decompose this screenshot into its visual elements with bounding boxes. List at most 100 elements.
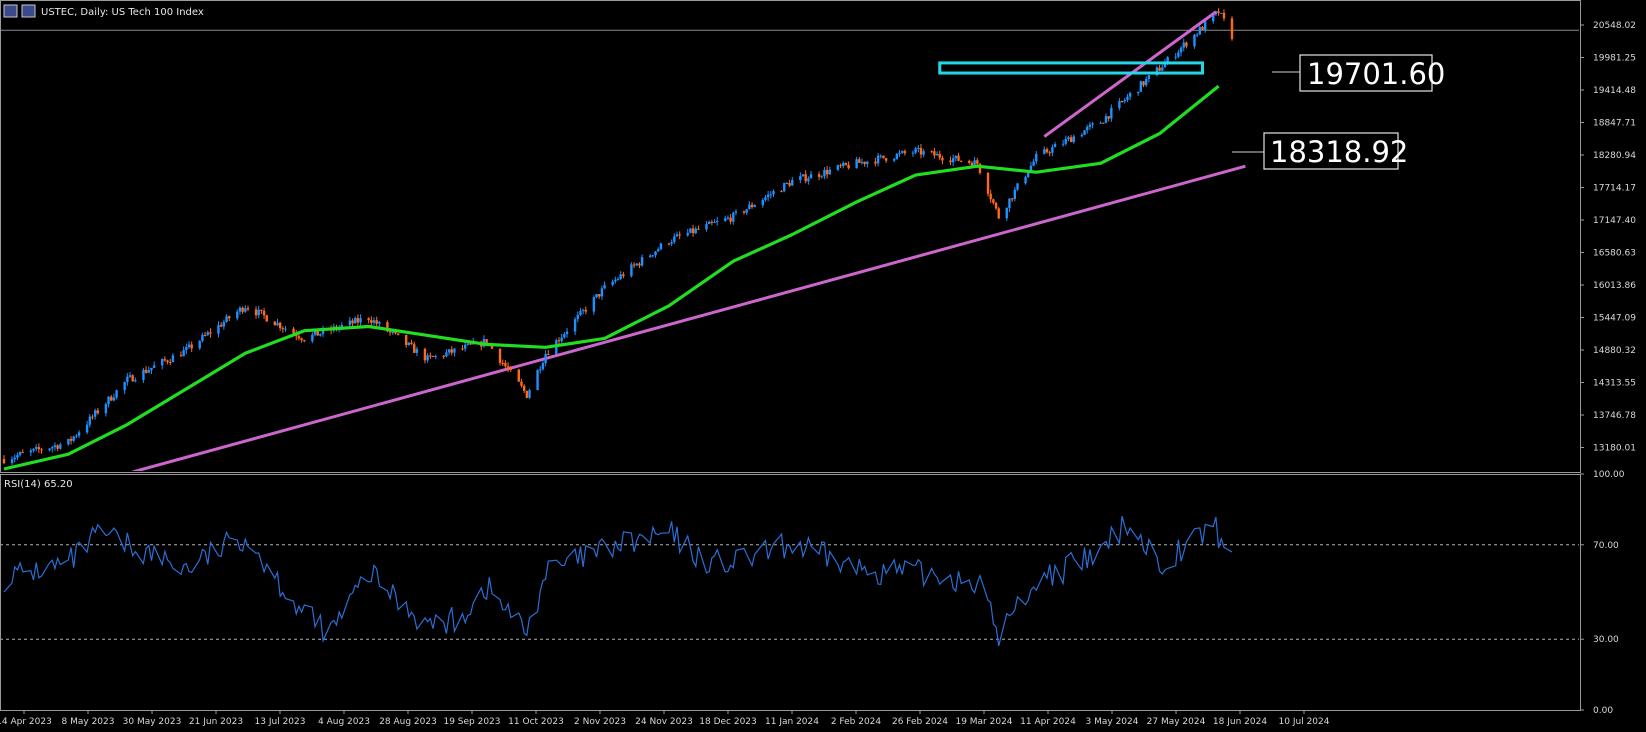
bull-candle	[917, 144, 920, 153]
candle-body	[134, 380, 137, 382]
candle-body	[359, 318, 362, 323]
bull-candle	[581, 308, 585, 315]
candle-body	[34, 447, 38, 449]
bull-candle	[772, 189, 775, 197]
candle-body	[56, 445, 59, 449]
candle-body	[919, 147, 923, 155]
bear-candle	[547, 349, 550, 356]
candle-body	[573, 319, 577, 332]
bull-candle	[187, 341, 191, 349]
candle-body	[219, 324, 223, 327]
candle-body	[528, 390, 531, 398]
candle-body	[1193, 34, 1196, 47]
price-tick-label: 17147.40	[1593, 216, 1636, 226]
bear-candle	[367, 317, 370, 324]
candle-body	[490, 344, 494, 349]
candle-body	[1069, 137, 1073, 143]
candle-body	[766, 194, 770, 198]
candle-body	[442, 355, 445, 357]
candle-body	[431, 356, 435, 358]
bear-candle	[404, 334, 408, 348]
candle-body	[560, 337, 563, 342]
bull-candle	[686, 228, 689, 237]
bear-candle	[246, 305, 250, 312]
candle-body	[614, 279, 617, 282]
bear-candle	[219, 322, 223, 328]
candle-body	[1118, 101, 1121, 109]
rsi-tick-label: 70.00	[1593, 541, 1619, 551]
date-tick-label: 10 Jul 2024	[1279, 717, 1330, 727]
candle-body	[18, 452, 22, 456]
candle-body	[726, 217, 730, 219]
candle-body	[1120, 101, 1124, 103]
candle-body	[914, 148, 917, 153]
candle-body	[404, 334, 408, 345]
bear-candle	[949, 156, 952, 165]
bull-candle	[898, 149, 901, 157]
rsi-plot	[1, 515, 1579, 647]
bull-candle	[152, 361, 156, 369]
candle-body	[206, 332, 209, 336]
candle-body	[1203, 21, 1207, 30]
date-tick-label: 21 Jun 2023	[189, 717, 243, 727]
candle-body	[1027, 172, 1030, 178]
bull-candle	[879, 154, 882, 159]
bull-candle	[1126, 93, 1129, 103]
date-tick-label: 28 Aug 2023	[379, 717, 437, 727]
candle-body	[1102, 122, 1105, 124]
candle-body	[1061, 143, 1065, 145]
bull-candle	[445, 349, 448, 358]
candle-body	[536, 369, 539, 391]
date-tick-label: 13 Jul 2023	[255, 717, 306, 727]
bear-candle	[863, 161, 866, 167]
candle-body	[772, 191, 775, 195]
bull-candle	[600, 285, 604, 300]
bull-candle	[359, 314, 362, 326]
candle-body	[1198, 26, 1202, 35]
header-icons[interactable]	[3, 4, 36, 18]
bear-candle	[525, 390, 529, 399]
bull-candle	[1032, 158, 1035, 167]
candle-body	[354, 318, 357, 324]
candle-body	[764, 197, 767, 200]
bear-candle	[522, 384, 526, 393]
bull-candle	[77, 430, 81, 439]
bear-candle	[96, 407, 100, 415]
candle-body	[678, 234, 681, 236]
candle-body	[246, 308, 250, 310]
candle-body	[598, 294, 601, 297]
bull-candle	[745, 208, 748, 216]
candle-body	[579, 310, 582, 315]
candle-body	[1083, 130, 1086, 135]
candle-body	[761, 199, 764, 206]
bull-candle	[659, 242, 663, 251]
candle-body	[16, 455, 19, 458]
bull-candle	[107, 396, 110, 408]
candle-body	[1080, 134, 1084, 137]
candle-body	[67, 438, 70, 445]
bear-candle	[110, 394, 113, 402]
date-tick-label: 19 Mar 2024	[955, 717, 1012, 727]
candle-body	[769, 194, 773, 196]
candle-body	[957, 155, 960, 161]
candle-body	[88, 416, 91, 425]
candle-body	[236, 311, 239, 319]
price-tick-label: 14880.32	[1593, 346, 1636, 356]
bear-candle	[431, 355, 435, 358]
candle-body	[547, 354, 550, 356]
bull-candle	[922, 148, 925, 158]
bear-candle	[179, 351, 183, 357]
bear-candle	[190, 341, 193, 353]
chart-type-icon[interactable]	[3, 4, 18, 18]
bear-candle	[989, 189, 992, 203]
bull-candle	[785, 182, 789, 185]
timeframe-icon[interactable]	[21, 4, 36, 18]
label-ma-box: 18318.92	[1232, 132, 1408, 170]
candle-body	[126, 376, 129, 383]
bull-candle	[541, 359, 545, 371]
candle-body	[410, 342, 413, 345]
bull-candle	[1035, 151, 1038, 165]
candle-body	[839, 165, 842, 167]
price-tick-label: 13746.78	[1593, 411, 1636, 421]
